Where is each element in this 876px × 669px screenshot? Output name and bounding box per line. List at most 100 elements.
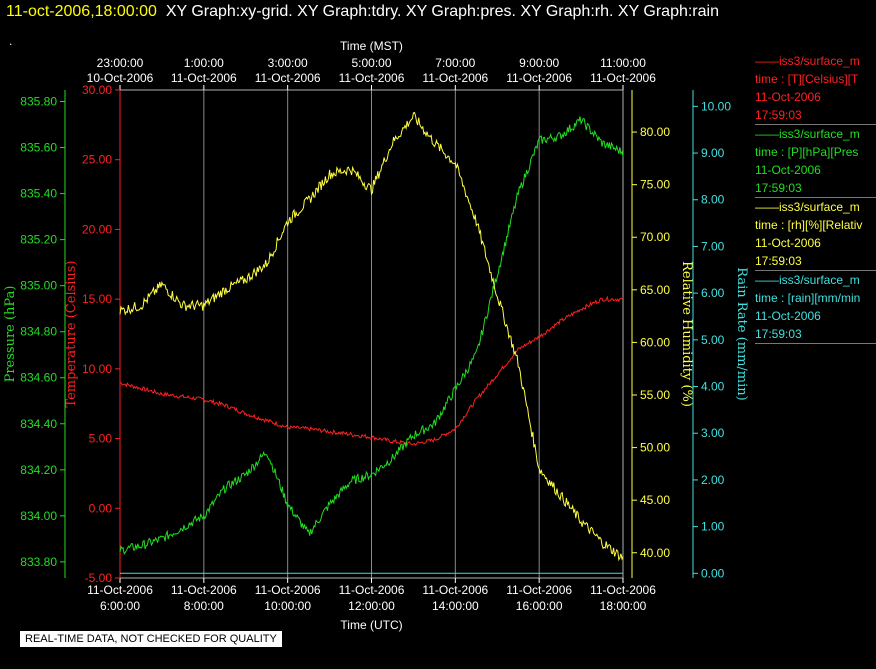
x-axis-label-bottom: Time (UTC): [340, 618, 402, 632]
temperature-tick-label: 30.00: [82, 83, 112, 97]
graph-titles: XY Graph:xy-grid. XY Graph:tdry. XY Grap…: [165, 3, 719, 20]
x-tick-label-top-date: 11-Oct-2006: [506, 71, 572, 85]
x-tick-label-time: 6:00:00: [100, 599, 140, 613]
rain-tick-label: 6.00: [701, 286, 725, 300]
pressure-tick-label: 834.80: [20, 325, 57, 339]
x-tick-label-date: 11-Oct-2006: [171, 583, 237, 597]
rain-tick-label: 4.00: [701, 380, 725, 394]
x-tick-label-time: 8:00:00: [184, 599, 224, 613]
rain-tick-label: 2.00: [701, 473, 725, 487]
rain-tick-label: 10.00: [701, 99, 731, 113]
series-line-pressure: [119, 116, 624, 556]
dot: .: [9, 34, 13, 48]
x-axis-label-top: Time (MST): [340, 39, 403, 53]
rain-tick-label: 9.00: [701, 146, 725, 160]
pressure-tick-label: 834.20: [20, 463, 57, 477]
legend-date: 11-Oct-2006: [755, 90, 821, 104]
legend-date: 11-Oct-2006: [755, 163, 821, 177]
temperature-tick-label: 15.00: [82, 292, 112, 306]
legend-date: 11-Oct-2006: [755, 309, 821, 323]
x-tick-label-top-time: 3:00:00: [268, 56, 308, 70]
x-tick-label-top-date: 11-Oct-2006: [422, 71, 488, 85]
x-tick-label-top-time: 9:00:00: [519, 56, 559, 70]
temperature-tick-label: 25.00: [82, 153, 112, 167]
humidity-tick-label: 45.00: [640, 493, 670, 507]
x-tick-label-top-date: 10-Oct-2006: [87, 71, 154, 85]
rain-tick-label: 1.00: [701, 520, 725, 534]
humidity-tick-label: 80.00: [640, 125, 670, 139]
humidity-tick-label: 40.00: [640, 546, 670, 560]
humidity-tick-label: 70.00: [640, 230, 670, 244]
humidity-tick-label: 50.00: [640, 441, 670, 455]
humidity-tick-label: 65.00: [640, 283, 670, 297]
legend-date: 11-Oct-2006: [755, 236, 821, 250]
x-tick-label-top-time: 1:00:00: [184, 56, 224, 70]
pressure-tick-label: 834.00: [20, 509, 57, 523]
pressure-tick-label: 835.20: [20, 233, 57, 247]
rain-tick-label: 7.00: [701, 239, 725, 253]
pressure-tick-label: 835.80: [20, 95, 57, 109]
humidity-tick-label: 55.00: [640, 388, 670, 402]
x-tick-label-time: 12:00:00: [348, 599, 395, 613]
pressure-tick-label: 835.60: [20, 141, 57, 155]
x-tick-label-date: 11-Oct-2006: [87, 583, 153, 597]
x-tick-label-top-date: 11-Oct-2006: [339, 71, 405, 85]
x-tick-label-top-date: 11-Oct-2006: [590, 71, 656, 85]
legend-field: time : [T][Celsius][T: [755, 72, 859, 86]
legend-time: 17:59:03: [755, 181, 802, 195]
x-tick-label-top-time: 5:00:00: [351, 56, 391, 70]
pressure-tick-label: 834.60: [20, 371, 57, 385]
x-tick-label-date: 11-Oct-2006: [506, 583, 572, 597]
x-tick-label-date: 11-Oct-2006: [255, 583, 321, 597]
series-line-humidity: [119, 111, 624, 562]
x-tick-label-top-time: 23:00:00: [97, 56, 144, 70]
legend-name: ——iss3/surface_m: [755, 200, 860, 214]
legend-time: 17:59:03: [755, 254, 802, 268]
pressure-axis-label: Pressure (hPa): [3, 286, 18, 383]
legend-time: 17:59:03: [755, 108, 802, 122]
x-tick-label-time: 14:00:00: [432, 599, 479, 613]
pressure-tick-label: 833.80: [20, 555, 57, 569]
legend-time: 17:59:03: [755, 327, 802, 341]
humidity-axis-label: Relative Humidity (%): [679, 261, 694, 407]
rain-tick-label: 3.00: [701, 426, 725, 440]
rain-tick-label: 0.00: [701, 566, 725, 580]
x-tick-label-top-date: 11-Oct-2006: [255, 71, 321, 85]
legend: ——iss3/surface_m time : [T][Celsius][T 11-…: [755, 52, 876, 344]
series-line-temperature: [120, 295, 624, 447]
temperature-tick-label: 0.00: [89, 501, 113, 515]
legend-field: time : [rh][%][Relativ: [755, 218, 863, 232]
x-tick-label-date: 11-Oct-2006: [339, 583, 405, 597]
rain-axis-label: Rain Rate (mm/min): [734, 267, 749, 400]
chart-header: 11-oct-2006,18:00:00 XY Graph:xy-grid. X…: [6, 3, 719, 21]
timestamp: 11-oct-2006,18:00:00: [6, 3, 157, 20]
temperature-tick-label: 5.00: [89, 432, 113, 446]
temperature-tick-label: 20.00: [82, 222, 112, 236]
x-tick-label-time: 10:00:00: [264, 599, 311, 613]
humidity-tick-label: 60.00: [640, 335, 670, 349]
temperature-tick-label: 10.00: [82, 362, 112, 376]
legend-field: time : [P][hPa][Pres: [755, 145, 859, 159]
pressure-tick-label: 835.40: [20, 187, 57, 201]
quality-notice: REAL-TIME DATA, NOT CHECKED FOR QUALITY: [20, 631, 282, 647]
legend-name: ——iss3/surface_m: [755, 54, 860, 68]
x-tick-label-date: 11-Oct-2006: [422, 583, 488, 597]
temperature-tick-label: -5.00: [85, 571, 113, 585]
legend-name: ——iss3/surface_m: [755, 127, 860, 141]
x-tick-label-time: 16:00:00: [516, 599, 563, 613]
x-tick-label-date: 11-Oct-2006: [590, 583, 656, 597]
x-tick-label-top-date: 11-Oct-2006: [171, 71, 237, 85]
pressure-tick-label: 835.00: [20, 279, 57, 293]
legend-name: ——iss3/surface_m: [755, 273, 860, 287]
x-tick-label-time: 18:00:00: [600, 599, 647, 613]
pressure-tick-label: 834.40: [20, 417, 57, 431]
rain-tick-label: 8.00: [701, 193, 725, 207]
legend-field: time : [rain][mm/min: [755, 291, 861, 305]
humidity-tick-label: 75.00: [640, 178, 670, 192]
x-tick-label-top-time: 7:00:00: [435, 56, 475, 70]
